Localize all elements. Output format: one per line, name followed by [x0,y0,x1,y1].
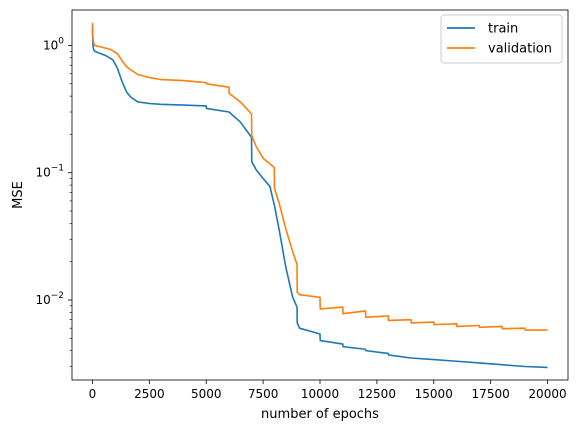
tick-layer: 0 2500 5000 7500 10000 12500 15000 17500 20000 10… [35,36,566,401]
y-axis-label: MSE [11,181,26,209]
x-tick-label: 0 [89,387,97,401]
y-tick-label: 100 [43,36,64,52]
x-tick-label: 7500 [248,387,279,401]
legend-box [440,14,563,64]
x-axis-label: number of epochs [261,407,379,422]
x-tick-label: 15000 [415,387,453,401]
x-tick-label: 2500 [134,387,165,401]
y-tick-label: 10−2 [35,291,64,307]
x-tick-label: 5000 [191,387,222,401]
y-tick-label: 10−1 [35,164,64,180]
x-tick-label: 12500 [358,387,396,401]
x-tick-label: 17500 [472,387,510,401]
series-line-validation [91,23,548,331]
legend-train-label: train [488,22,518,37]
x-tick-label: 10000 [301,387,339,401]
legend: train validation [440,14,563,64]
plot-frame [71,9,569,381]
series-layer [91,23,548,369]
legend-validation-label: validation [488,42,552,57]
series-line-train [91,26,548,369]
x-tick-label: 20000 [528,387,566,401]
